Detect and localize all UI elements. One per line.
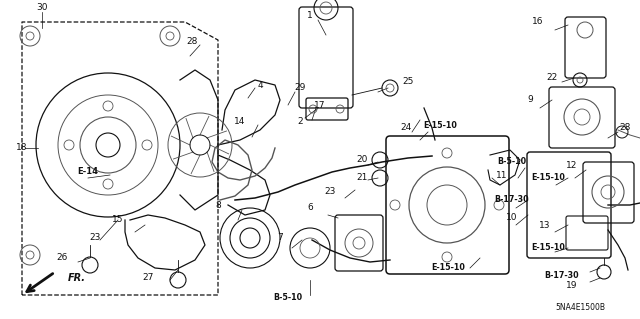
Text: E-15-10: E-15-10 — [423, 121, 457, 130]
Text: B-5-10: B-5-10 — [273, 293, 303, 302]
Text: 21: 21 — [356, 173, 368, 182]
Text: B-17-30: B-17-30 — [495, 196, 529, 204]
Text: E-15-10: E-15-10 — [531, 243, 565, 253]
Text: 14: 14 — [234, 117, 246, 127]
Text: 28: 28 — [620, 123, 630, 132]
Text: 17: 17 — [314, 100, 326, 109]
Text: 8: 8 — [215, 201, 221, 210]
Text: 10: 10 — [506, 213, 518, 222]
Text: 28: 28 — [186, 38, 198, 47]
Text: 29: 29 — [294, 84, 306, 93]
Text: 2: 2 — [297, 117, 303, 127]
Text: E-15-10: E-15-10 — [431, 263, 465, 272]
Text: 18: 18 — [16, 144, 28, 152]
Text: 16: 16 — [532, 18, 544, 26]
Text: 12: 12 — [566, 160, 578, 169]
Text: 15: 15 — [112, 216, 124, 225]
Text: 9: 9 — [527, 95, 533, 105]
Text: 1: 1 — [307, 11, 313, 19]
Text: 6: 6 — [307, 204, 313, 212]
Text: 13: 13 — [540, 220, 551, 229]
Text: FR.: FR. — [68, 273, 86, 283]
Text: 23: 23 — [324, 188, 336, 197]
Text: 22: 22 — [547, 73, 557, 83]
Text: 4: 4 — [257, 80, 263, 90]
Text: 7: 7 — [277, 234, 283, 242]
Text: 23: 23 — [90, 234, 100, 242]
Text: 5NA4E1500B: 5NA4E1500B — [555, 303, 605, 313]
Text: E-14: E-14 — [77, 167, 99, 176]
Text: 24: 24 — [401, 123, 412, 132]
Text: B-5-10: B-5-10 — [497, 158, 527, 167]
Text: 26: 26 — [56, 254, 68, 263]
Text: B-17-30: B-17-30 — [545, 271, 579, 279]
Text: 20: 20 — [356, 155, 368, 165]
Text: 30: 30 — [36, 4, 48, 12]
Text: 27: 27 — [142, 273, 154, 283]
Text: 25: 25 — [403, 78, 413, 86]
Text: 19: 19 — [566, 280, 578, 290]
Text: 11: 11 — [496, 170, 508, 180]
Text: E-15-10: E-15-10 — [531, 174, 565, 182]
